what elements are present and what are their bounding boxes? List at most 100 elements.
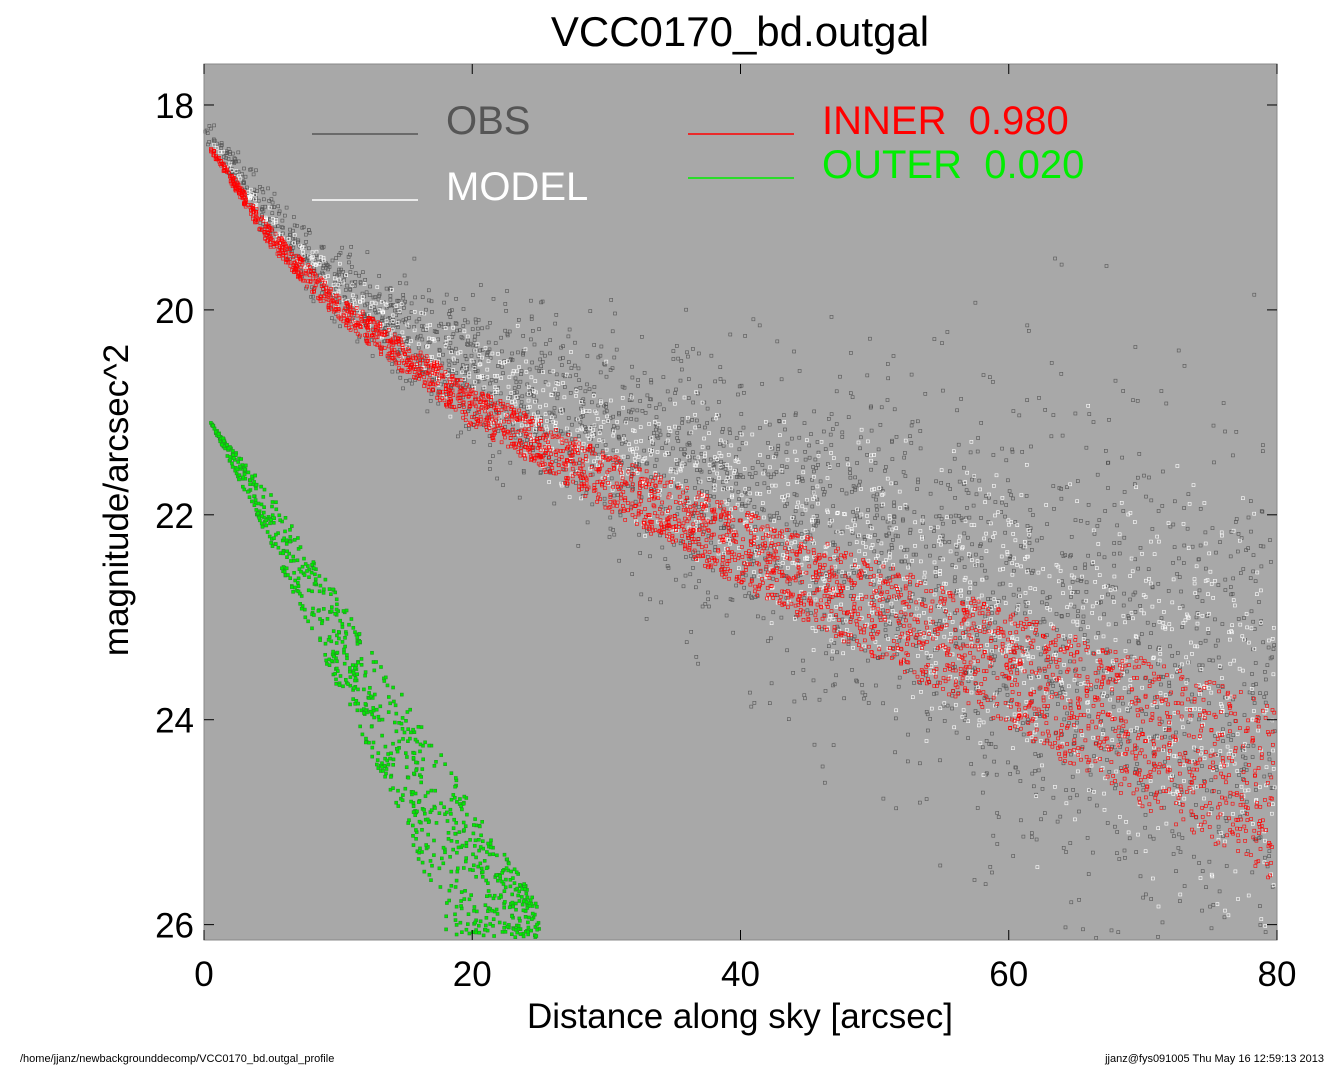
obs-point: [573, 340, 577, 345]
obs-point: [1059, 496, 1064, 501]
obs-point: [401, 301, 406, 306]
obs-point: [1033, 769, 1037, 773]
obs-point: [1250, 755, 1255, 759]
obs-point: [961, 642, 965, 647]
obs-point: [574, 373, 579, 377]
obs-point: [501, 483, 505, 487]
obs-point: [444, 292, 449, 297]
obs-point: [1267, 751, 1271, 756]
obs-point: [766, 455, 770, 459]
obs-point: [1102, 612, 1106, 617]
obs-point: [696, 477, 701, 481]
obs-point: [1239, 768, 1244, 772]
obs-point: [1144, 892, 1148, 897]
obs-point: [734, 436, 739, 440]
obs-point: [385, 323, 390, 328]
obs-point: [627, 398, 632, 403]
obs-point: [588, 309, 593, 313]
obs-point: [1040, 600, 1044, 605]
obs-point: [364, 290, 369, 295]
obs-point: [1015, 770, 1020, 775]
obs-point: [824, 651, 828, 656]
obs-point: [485, 353, 489, 357]
obs-point: [718, 377, 723, 381]
obs-point: [790, 436, 794, 441]
obs-point: [768, 475, 773, 480]
obs-point: [766, 639, 770, 643]
obs-point: [1133, 590, 1138, 595]
obs-point: [509, 357, 513, 361]
obs-point: [967, 590, 971, 595]
obs-point: [1027, 534, 1032, 539]
obs-point: [457, 328, 462, 333]
obs-point: [1262, 695, 1267, 699]
obs-point: [662, 407, 666, 412]
obs-point: [1128, 597, 1132, 602]
obs-point: [896, 534, 901, 539]
obs-point: [909, 372, 914, 377]
obs-point: [1144, 494, 1148, 499]
obs-point: [949, 514, 953, 519]
obs-point: [771, 610, 776, 615]
obs-point: [905, 759, 910, 764]
obs-point: [1198, 543, 1203, 548]
obs-point: [937, 514, 942, 518]
obs-point: [1168, 644, 1172, 649]
obs-point: [1085, 835, 1090, 840]
obs-point: [1111, 595, 1115, 600]
obs-point: [1234, 520, 1238, 524]
obs-point: [1123, 855, 1127, 860]
obs-point: [212, 123, 216, 128]
obs-point: [741, 425, 746, 430]
obs-point: [918, 429, 923, 433]
obs-point: [1138, 874, 1143, 879]
obs-point: [490, 454, 495, 458]
obs-point: [1011, 409, 1016, 413]
obs-point: [643, 410, 648, 415]
obs-point: [934, 588, 938, 592]
obs-point: [602, 501, 607, 506]
obs-point: [599, 344, 604, 349]
obs-point: [1025, 720, 1030, 725]
obs-point: [1175, 572, 1179, 576]
obs-point: [1026, 636, 1031, 640]
obs-point: [876, 447, 881, 452]
obs-point: [608, 515, 613, 520]
obs-point: [1003, 530, 1008, 535]
obs-point: [1091, 651, 1095, 656]
obs-point: [1060, 732, 1064, 737]
obs-point: [784, 522, 789, 527]
obs-point: [999, 500, 1004, 505]
obs-point: [446, 358, 451, 363]
obs-point: [1030, 835, 1034, 839]
obs-point: [1028, 507, 1033, 512]
obs-point: [776, 447, 780, 452]
obs-point: [1213, 733, 1217, 738]
obs-point: [797, 435, 802, 440]
obs-point: [1271, 647, 1276, 652]
obs-point: [598, 370, 603, 375]
obs-point: [975, 449, 980, 454]
obs-point: [617, 436, 622, 441]
obs-point: [272, 191, 277, 196]
obs-point: [1079, 518, 1083, 523]
obs-point: [1025, 398, 1029, 402]
obs-point: [260, 187, 265, 191]
obs-point: [1261, 449, 1265, 454]
obs-point: [1121, 509, 1126, 513]
obs-point: [1013, 520, 1018, 524]
obs-point: [1136, 475, 1140, 480]
obs-point: [1058, 814, 1063, 819]
obs-point: [777, 418, 781, 423]
obs-point: [1021, 834, 1026, 839]
obs-point: [723, 467, 728, 471]
obs-point: [856, 534, 860, 539]
obs-point: [367, 293, 372, 297]
obs-point: [988, 538, 992, 543]
obs-point: [478, 283, 483, 287]
obs-point: [330, 258, 335, 263]
obs-point: [684, 640, 689, 645]
obs-point: [660, 446, 665, 450]
obs-point: [465, 320, 470, 325]
obs-point: [388, 293, 393, 298]
